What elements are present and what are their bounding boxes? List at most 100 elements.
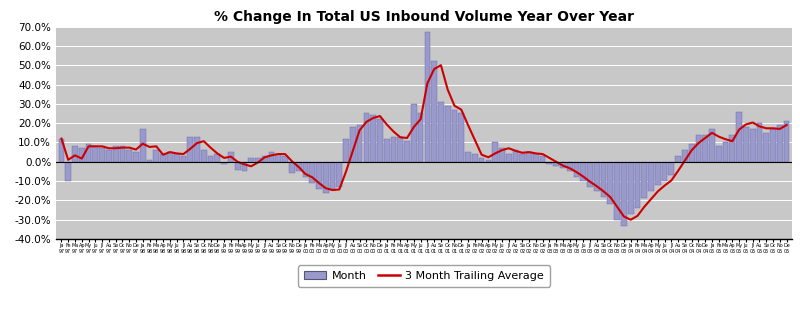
Bar bbox=[526, 152, 532, 162]
Bar bbox=[695, 135, 702, 162]
Bar bbox=[316, 162, 322, 189]
Bar bbox=[174, 154, 179, 162]
Bar bbox=[337, 162, 342, 187]
Bar bbox=[736, 112, 742, 162]
Bar bbox=[140, 129, 146, 162]
Bar bbox=[730, 135, 735, 162]
Bar bbox=[343, 138, 349, 162]
Bar bbox=[160, 154, 166, 162]
Bar bbox=[296, 162, 302, 171]
Bar bbox=[181, 156, 186, 162]
Bar bbox=[418, 114, 423, 162]
Bar bbox=[777, 125, 782, 162]
Bar bbox=[146, 160, 153, 162]
Bar bbox=[86, 144, 91, 162]
Bar bbox=[289, 162, 294, 173]
Bar bbox=[398, 137, 403, 162]
Bar bbox=[601, 162, 606, 197]
Bar bbox=[404, 140, 410, 162]
Bar bbox=[248, 158, 254, 162]
Bar bbox=[621, 162, 627, 225]
Bar bbox=[513, 150, 518, 162]
Bar bbox=[106, 150, 112, 162]
Bar bbox=[445, 106, 450, 162]
Bar bbox=[208, 156, 214, 162]
Bar bbox=[425, 32, 430, 162]
Bar bbox=[594, 162, 600, 191]
Bar bbox=[201, 150, 206, 162]
Bar bbox=[716, 146, 722, 162]
Bar bbox=[452, 110, 458, 162]
Bar bbox=[431, 61, 437, 162]
Bar bbox=[119, 146, 126, 162]
Bar bbox=[99, 148, 105, 162]
Bar bbox=[93, 146, 98, 162]
Bar bbox=[682, 150, 688, 162]
Bar bbox=[126, 150, 132, 162]
Bar bbox=[323, 162, 329, 193]
Bar bbox=[554, 162, 559, 166]
Bar bbox=[390, 137, 396, 162]
Bar bbox=[743, 127, 749, 162]
Bar bbox=[350, 127, 356, 162]
Bar bbox=[234, 162, 241, 170]
Bar bbox=[221, 162, 227, 164]
Bar bbox=[478, 158, 485, 162]
Bar bbox=[465, 152, 471, 162]
Bar bbox=[438, 102, 444, 162]
Bar bbox=[486, 160, 491, 162]
Bar bbox=[262, 156, 268, 162]
Bar bbox=[689, 144, 694, 162]
Bar bbox=[310, 162, 315, 183]
Bar bbox=[275, 154, 281, 162]
Bar bbox=[546, 162, 552, 164]
Bar bbox=[709, 129, 715, 162]
Bar bbox=[757, 123, 762, 162]
Bar bbox=[702, 135, 708, 162]
Bar bbox=[302, 162, 308, 177]
Bar bbox=[614, 162, 620, 220]
Bar bbox=[648, 162, 654, 191]
Bar bbox=[167, 152, 173, 162]
Bar bbox=[411, 104, 417, 162]
Bar bbox=[187, 137, 193, 162]
Bar bbox=[587, 162, 593, 187]
Bar bbox=[675, 156, 681, 162]
Bar bbox=[255, 158, 261, 162]
Bar bbox=[363, 114, 370, 162]
Bar bbox=[655, 162, 661, 185]
Bar bbox=[492, 142, 498, 162]
Bar bbox=[282, 156, 288, 162]
Bar bbox=[113, 146, 118, 162]
Bar bbox=[540, 156, 546, 162]
Bar bbox=[499, 148, 505, 162]
Bar bbox=[642, 162, 647, 199]
Bar bbox=[574, 162, 579, 177]
Bar bbox=[269, 152, 274, 162]
Bar bbox=[154, 150, 159, 162]
Bar bbox=[506, 154, 511, 162]
Bar bbox=[634, 162, 640, 208]
Bar bbox=[72, 146, 78, 162]
Bar bbox=[66, 162, 71, 181]
Bar bbox=[607, 162, 614, 204]
Bar bbox=[133, 152, 139, 162]
Title: % Change In Total US Inbound Volume Year Over Year: % Change In Total US Inbound Volume Year… bbox=[214, 10, 634, 24]
Bar bbox=[357, 125, 362, 162]
Bar bbox=[214, 154, 220, 162]
Bar bbox=[784, 121, 790, 162]
Bar bbox=[722, 142, 729, 162]
Legend: Month, 3 Month Trailing Average: Month, 3 Month Trailing Average bbox=[298, 266, 550, 287]
Bar bbox=[228, 152, 234, 162]
Bar bbox=[472, 154, 478, 162]
Bar bbox=[763, 133, 769, 162]
Bar bbox=[750, 129, 755, 162]
Bar bbox=[560, 162, 566, 168]
Bar bbox=[567, 162, 573, 171]
Bar bbox=[242, 162, 247, 171]
Bar bbox=[662, 162, 667, 181]
Bar bbox=[58, 138, 64, 162]
Bar bbox=[194, 137, 200, 162]
Bar bbox=[79, 148, 85, 162]
Bar bbox=[770, 129, 776, 162]
